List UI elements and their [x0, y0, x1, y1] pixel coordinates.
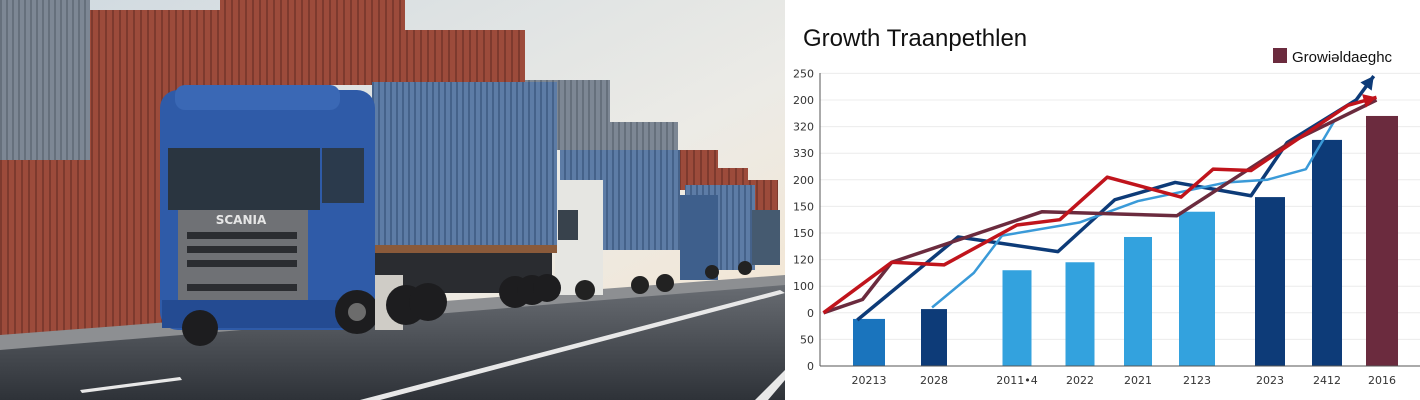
x-tick-label: 2021: [1124, 374, 1152, 387]
y-tick-label: 330: [793, 147, 814, 160]
series-line-0[interactable]: [856, 75, 1376, 322]
y-tick-label: 50: [800, 333, 814, 346]
blue-truck: SCANIA: [160, 82, 561, 346]
arrowhead-icon: [1362, 94, 1377, 108]
lines: [822, 75, 1378, 322]
x-tick-label: 2023: [1256, 374, 1284, 387]
bar-2021[interactable]: [1124, 236, 1152, 366]
y-tick-label: 100: [793, 280, 814, 293]
truck-brand-logo: SCANIA: [216, 213, 267, 227]
x-tick-label: 2123: [1183, 374, 1211, 387]
y-tick-label: 250: [793, 67, 814, 80]
y-tick-label: 150: [793, 200, 814, 213]
bar-2023[interactable]: [1255, 197, 1285, 366]
x-tick-label: 2022: [1066, 374, 1094, 387]
truck-photo: SCANIA: [0, 0, 785, 400]
growth-chart: Growth Traanpethlen Growiəldaeghc 0 50 0 10…: [785, 0, 1420, 400]
y-axis-ticks: 0 50 0 100 120 150 150 200 330 320 200 250: [793, 67, 814, 373]
lane-marking: [360, 290, 785, 400]
y-tick-label: 0: [807, 307, 814, 320]
x-tick-label: 2412: [1313, 374, 1341, 387]
chart-title: Growth Traanpethlen: [803, 25, 1027, 52]
y-tick-label: 200: [793, 174, 814, 187]
bar-20213[interactable]: [853, 318, 885, 366]
bar-2011•4[interactable]: [1002, 270, 1032, 366]
y-tick-label: 150: [793, 227, 814, 240]
background-trucks: [555, 150, 780, 300]
road: [0, 280, 785, 400]
bars: [853, 115, 1398, 367]
y-tick-label: 200: [793, 94, 814, 107]
series-line-3[interactable]: [822, 95, 1377, 315]
legend-label[interactable]: Growiəldaeghc: [1292, 49, 1393, 66]
x-tick-label: 20213: [852, 374, 887, 387]
bar-2016[interactable]: [1366, 115, 1398, 367]
bar-2022[interactable]: [1065, 262, 1095, 366]
bar-2028[interactable]: [921, 309, 947, 366]
legend-swatch: [1273, 48, 1287, 63]
container-stacks: [0, 0, 778, 335]
bar-2412[interactable]: [1312, 139, 1342, 366]
arrowhead-icon: [1360, 76, 1374, 91]
series-line-1[interactable]: [931, 120, 1336, 309]
x-tick-label: 2028: [920, 374, 948, 387]
x-tick-label: 2011•4: [996, 374, 1037, 387]
x-axis-ticks: 20213 2028 2011•4 2022 2021 2123 2023 2412 2016: [852, 374, 1397, 387]
y-tick-label: 0: [807, 360, 814, 373]
bar-2123[interactable]: [1179, 211, 1215, 366]
x-tick-label: 2016: [1368, 374, 1396, 387]
y-tick-label: 120: [793, 254, 814, 267]
y-tick-label: 320: [793, 121, 814, 134]
